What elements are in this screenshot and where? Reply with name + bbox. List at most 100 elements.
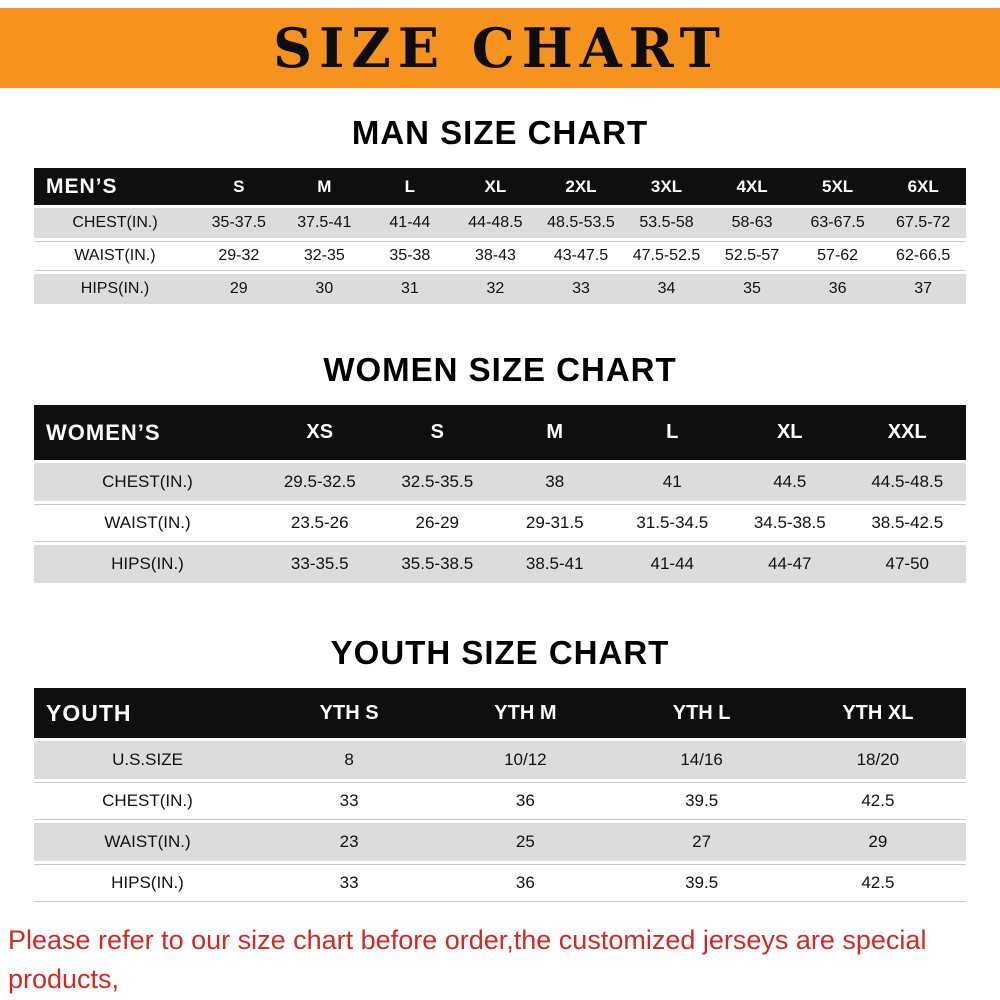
measurement-row: CHEST(IN.) 35-37.5 37.5-41 41-44 44-48.5 48.5… [34, 208, 966, 238]
size-value-cell: 32 [486, 280, 505, 297]
size-value-cell: 38-43 [452, 241, 539, 271]
size-value-cell: 23 [339, 832, 359, 851]
size-value-cell: 47.5-52.5 [623, 241, 710, 271]
size-column-header: 6XL [907, 176, 939, 196]
size-column-header: 3XL [650, 176, 683, 196]
size-value-cell: 29.5-32.5 [283, 472, 356, 491]
size-value-cell: 67.5-72 [896, 214, 951, 231]
size-value-cell: 44.5-48.5 [871, 472, 944, 491]
measurement-row: WAIST(IN.) 23 25 27 29 [34, 823, 966, 861]
size-value-cell: 41-44 [650, 554, 694, 573]
size-value-cell: 29-31.5 [496, 504, 614, 542]
measurement-row: CHEST(IN.) 33 36 39.5 42.5 [34, 782, 966, 820]
size-value-cell: 38 [545, 472, 565, 491]
table-header-row: WOMEN’S XS S M L XL XXL [34, 405, 966, 460]
youth-size-section: YOUTH SIZE CHART YOUTH YTH S YTH M YTH L YTH … [0, 634, 1000, 905]
youth-size-table: YOUTH YTH S YTH M YTH L YTH XL U.S.SIZE 8 10/12… [34, 685, 966, 905]
size-value-cell: 39.5 [613, 782, 790, 820]
size-value-cell: 37.5-41 [297, 214, 352, 231]
size-value-cell: 35.5-38.5 [401, 554, 474, 573]
size-value-cell: 35-37.5 [211, 214, 266, 231]
size-value-cell: 34.5-38.5 [731, 504, 849, 542]
size-value-cell: 41 [662, 472, 682, 491]
man-size-table: MEN’S S M L XL 2XL 3XL 4XL 5XL 6XL CHEST(IN.) 35-37… [34, 165, 966, 307]
size-column-header: M [317, 176, 332, 196]
size-value-cell: 25 [515, 832, 535, 851]
size-value-cell: 30 [315, 280, 334, 297]
size-column-header: L [666, 421, 679, 443]
size-column-header: S [430, 421, 444, 443]
table-header-row: YOUTH YTH S YTH M YTH L YTH XL [34, 688, 966, 738]
size-column-header: M [546, 421, 564, 443]
size-value-cell: 23.5-26 [261, 504, 379, 542]
size-value-cell: 34 [657, 280, 676, 297]
table-title-cell: YOUTH [46, 699, 132, 726]
measurement-row: WAIST(IN.) 23.5-26 26-29 29-31.5 31.5-34.5 34… [34, 504, 966, 542]
measurement-row-label: HIPS(IN.) [111, 554, 184, 573]
size-value-cell: 38.5-41 [525, 554, 584, 573]
size-column-header: XXL [887, 421, 927, 443]
measurement-row-label: HIPS(IN.) [80, 280, 150, 297]
size-value-cell: 29 [868, 832, 888, 851]
size-value-cell: 58-63 [731, 214, 773, 231]
size-value-cell: 36 [828, 280, 847, 297]
size-value-cell: 31.5-34.5 [613, 504, 731, 542]
size-column-header: YTH M [494, 701, 557, 724]
banner: SIZE CHART [0, 8, 1000, 88]
measurement-row-label: WAIST(IN.) [34, 241, 196, 271]
size-value-cell: 35 [743, 280, 761, 297]
size-value-cell: 14/16 [680, 750, 723, 769]
size-value-cell: 33-35.5 [290, 554, 349, 573]
size-value-cell: 48.5-53.5 [547, 214, 615, 231]
size-column-header: YTH XL [842, 701, 914, 724]
youth-size-heading: YOUTH SIZE CHART [330, 634, 670, 671]
size-value-cell: 32.5-35.5 [401, 472, 474, 491]
size-column-header: YTH L [672, 701, 731, 724]
man-size-section: MAN SIZE CHART MEN’S S M L XL 2XL 3XL 4XL 5XL 6XL C… [0, 114, 1000, 307]
measurement-row-label: U.S.SIZE [112, 750, 183, 769]
page-title: SIZE CHART [273, 16, 727, 80]
size-value-cell: 18/20 [856, 750, 900, 769]
measurement-row: HIPS(IN.) 33 36 39.5 42.5 [34, 864, 966, 902]
size-value-cell: 47-50 [885, 554, 929, 573]
size-column-header: 2XL [565, 176, 597, 196]
size-value-cell: 32-35 [281, 241, 368, 271]
women-size-section: WOMEN SIZE CHART WOMEN’S XS S M L XL XXL CHEST(I… [0, 351, 1000, 586]
measurement-row-label: CHEST(IN.) [102, 472, 193, 491]
table-title-cell: MEN’S [46, 174, 118, 198]
size-value-cell: 44-47 [768, 554, 812, 573]
size-value-cell: 41-44 [389, 214, 431, 231]
size-column-header: XS [306, 421, 334, 443]
size-column-header: S [233, 176, 245, 196]
size-value-cell: 44-48.5 [468, 214, 523, 231]
size-value-cell: 29-32 [196, 241, 282, 271]
measurement-row: U.S.SIZE 8 10/12 14/16 18/20 [34, 741, 966, 779]
footer-note: Please refer to our size chart before or… [8, 921, 1000, 1000]
measurement-row-label: WAIST(IN.) [104, 832, 191, 851]
measurement-row-label: CHEST(IN.) [72, 214, 158, 231]
size-value-cell: 27 [692, 832, 712, 851]
measurement-row: WAIST(IN.) 29-32 32-35 35-38 38-43 43-47.5 47.… [34, 241, 966, 271]
size-value-cell: 42.5 [789, 864, 966, 902]
size-value-cell: 53.5-58 [639, 214, 694, 231]
size-value-cell: 62-66.5 [880, 241, 966, 271]
women-size-heading: WOMEN SIZE CHART [323, 351, 677, 388]
size-value-cell: 36 [437, 864, 614, 902]
size-value-cell: 57-62 [794, 241, 881, 271]
table-title-cell: WOMEN’S [46, 419, 161, 445]
size-chart-body: MAN SIZE CHART MEN’S S M L XL 2XL 3XL 4XL 5XL 6XL C… [0, 114, 1000, 905]
size-value-cell: 52.5-57 [709, 241, 795, 271]
size-value-cell: 44.5 [773, 472, 807, 491]
size-value-cell: 63-67.5 [810, 214, 865, 231]
measurement-row-label: CHEST(IN.) [34, 782, 261, 820]
size-value-cell: 43-47.5 [538, 241, 624, 271]
size-column-header: XL [776, 421, 803, 443]
measurement-row: HIPS(IN.) 33-35.5 35.5-38.5 38.5-41 41-44 44-… [34, 545, 966, 583]
size-value-cell: 42.5 [789, 782, 966, 820]
size-value-cell: 8 [344, 750, 354, 769]
size-column-header: 4XL [736, 176, 768, 196]
size-value-cell: 33 [261, 864, 438, 902]
measurement-row: CHEST(IN.) 29.5-32.5 32.5-35.5 38 41 44.5 44.5… [34, 463, 966, 501]
size-value-cell: 33 [572, 280, 590, 297]
